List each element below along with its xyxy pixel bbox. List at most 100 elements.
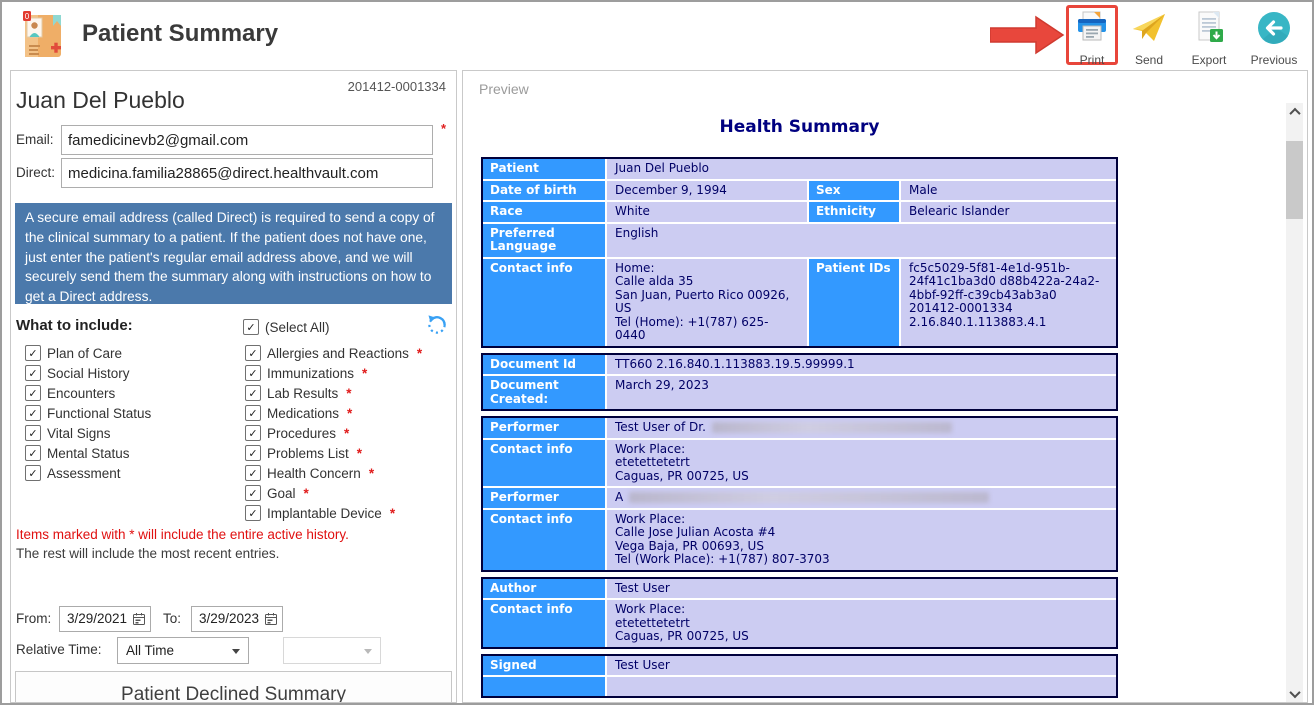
- field-label: Contact info: [483, 509, 605, 570]
- required-asterisk: *: [362, 365, 368, 381]
- required-asterisk: *: [389, 505, 396, 521]
- include-checkbox[interactable]: ✓ Problems List *: [245, 443, 422, 463]
- previous-circle-icon: [1256, 10, 1292, 51]
- checkbox-box: ✓: [245, 365, 261, 381]
- checkbox-label: Allergies and Reactions: [267, 345, 409, 361]
- include-checkbox[interactable]: ✓ Plan of Care: [25, 343, 151, 363]
- include-right-column: ✓ Allergies and Reactions * ✓ Immunizations *…: [245, 343, 422, 523]
- include-checkbox[interactable]: ✓ Social History: [25, 363, 151, 383]
- relative-time-select[interactable]: All Time: [117, 637, 249, 664]
- field-value: March 29, 2023: [607, 376, 1116, 409]
- refresh-icon[interactable]: [425, 313, 449, 337]
- include-checkbox[interactable]: ✓ Mental Status: [25, 443, 151, 463]
- required-asterisk: *: [356, 445, 363, 461]
- checkbox-label: Implantable Device: [267, 505, 382, 521]
- select-all-checkbox[interactable]: ✓ (Select All): [243, 317, 330, 337]
- include-checkbox[interactable]: ✓ Allergies and Reactions *: [245, 343, 422, 363]
- field-label: Patient IDs: [809, 258, 899, 346]
- field-label: Signed: [483, 655, 605, 675]
- checkbox-label: Lab Results: [267, 385, 339, 401]
- include-checkbox[interactable]: ✓ Medications *: [245, 403, 422, 423]
- print-button[interactable]: Print: [1070, 10, 1114, 67]
- summary-section: Document Id TT660 2.16.840.1.113883.19.5.…: [481, 352, 1118, 411]
- from-date-input[interactable]: 3/29/2021: [59, 606, 151, 632]
- include-checkbox[interactable]: ✓ Implantable Device *: [245, 503, 422, 523]
- checkbox-label: Social History: [47, 365, 130, 381]
- scroll-up-button[interactable]: [1286, 103, 1303, 120]
- include-left-column: ✓ Plan of Care ✓ Social History ✓ Encounters ✓…: [25, 343, 151, 483]
- declined-summary-button[interactable]: Patient Declined Summary: [15, 671, 452, 702]
- preview-table: Patient Juan Del Pueblo Date of birth Decem…: [481, 157, 1118, 702]
- field-label: Patient: [483, 159, 605, 179]
- scrollbar-thumb[interactable]: [1286, 141, 1303, 219]
- paper-plane-icon: [1131, 10, 1167, 51]
- required-asterisk: *: [440, 121, 446, 136]
- include-checkbox[interactable]: ✓ Functional Status: [25, 403, 151, 423]
- export-button[interactable]: Export: [1185, 10, 1233, 67]
- checkbox-label: Procedures: [267, 425, 337, 441]
- field-label: Contact info: [483, 439, 605, 486]
- required-asterisk: *: [303, 485, 309, 501]
- checkbox-label: Mental Status: [47, 445, 130, 461]
- to-date-input[interactable]: 3/29/2023: [191, 606, 283, 632]
- include-checkbox[interactable]: ✓ Immunizations *: [245, 363, 422, 383]
- field-label: Preferred Language: [483, 223, 605, 257]
- checkbox-label: Functional Status: [47, 405, 152, 421]
- from-label: From:: [16, 611, 52, 626]
- scroll-down-button[interactable]: [1286, 685, 1303, 702]
- field-label: Performer: [483, 418, 605, 438]
- include-checkbox[interactable]: ✓ Vital Signs: [25, 423, 151, 443]
- checkbox-box: ✓: [245, 485, 261, 501]
- direct-info-note: A secure email address (called Direct) i…: [15, 203, 452, 304]
- required-history-note: Items marked with * will include the ent…: [16, 527, 349, 542]
- select-all-label: (Select All): [265, 319, 330, 335]
- calendar-icon: [133, 613, 145, 625]
- include-checkbox[interactable]: ✓ Assessment: [25, 463, 151, 483]
- redacted-text: [711, 422, 952, 433]
- scrollbar-track[interactable]: [1286, 103, 1303, 702]
- toolbar-button-label: Print: [1079, 53, 1105, 67]
- field-value: fc5c5029-5f81-4e1d-951b-24f41c1ba3d0 d88…: [901, 258, 1116, 346]
- toolbar-button-label: Send: [1134, 53, 1164, 67]
- chevron-down-icon: [364, 649, 372, 654]
- checkbox-box: ✓: [25, 445, 41, 461]
- direct-input[interactable]: [61, 158, 433, 188]
- field-value: Work Place: etetettetetrt Caguas, PR 00725…: [607, 439, 1116, 486]
- checkbox-label: Medications: [267, 405, 340, 421]
- include-checkbox[interactable]: ✓ Lab Results *: [245, 383, 422, 403]
- checkbox-label: Goal: [267, 485, 296, 501]
- field-value: Work Place: Calle Jose Julian Acosta #4 Ve…: [607, 509, 1116, 570]
- include-checkbox[interactable]: ✓ Encounters: [25, 383, 151, 403]
- field-label: Contact info: [483, 600, 605, 647]
- email-label: Email:: [16, 132, 54, 147]
- include-checkbox[interactable]: ✓ Procedures *: [245, 423, 422, 443]
- field-value: Work Place: etetettetetrt Caguas, PR 00725…: [607, 600, 1116, 647]
- email-input[interactable]: [61, 125, 433, 155]
- checkbox-label: Encounters: [47, 385, 116, 401]
- toolbar-button-label: Export: [1191, 53, 1227, 67]
- field-label: Contact info: [483, 258, 605, 346]
- direct-label: Direct:: [16, 165, 56, 180]
- include-checkbox[interactable]: ✓ Goal *: [245, 483, 422, 503]
- redacted-text: [629, 492, 990, 503]
- checkbox-label: Immunizations: [267, 365, 355, 381]
- checkbox-box: ✓: [25, 345, 41, 361]
- send-button[interactable]: Send: [1126, 10, 1172, 67]
- to-date-value: 3/29/2023: [199, 611, 260, 626]
- recent-entries-note: The rest will include the most recent en…: [16, 546, 280, 561]
- field-value: December 9, 1994: [607, 180, 807, 200]
- checkbox-box: ✓: [245, 505, 261, 521]
- previous-button[interactable]: Previous: [1246, 10, 1302, 67]
- checkbox-box: ✓: [245, 405, 261, 421]
- field-value: Test User of Dr.: [607, 418, 1116, 438]
- include-checkbox[interactable]: ✓ Health Concern *: [245, 463, 422, 483]
- required-asterisk: *: [346, 385, 352, 401]
- record-id-label: 201412-0001334: [347, 79, 446, 94]
- field-label: [483, 677, 605, 696]
- pointer-arrow-icon: [989, 14, 1066, 56]
- required-asterisk: *: [416, 345, 423, 361]
- checkbox-box: ✓: [245, 425, 261, 441]
- secondary-select[interactable]: [283, 637, 381, 664]
- checkbox-box: ✓: [245, 465, 261, 481]
